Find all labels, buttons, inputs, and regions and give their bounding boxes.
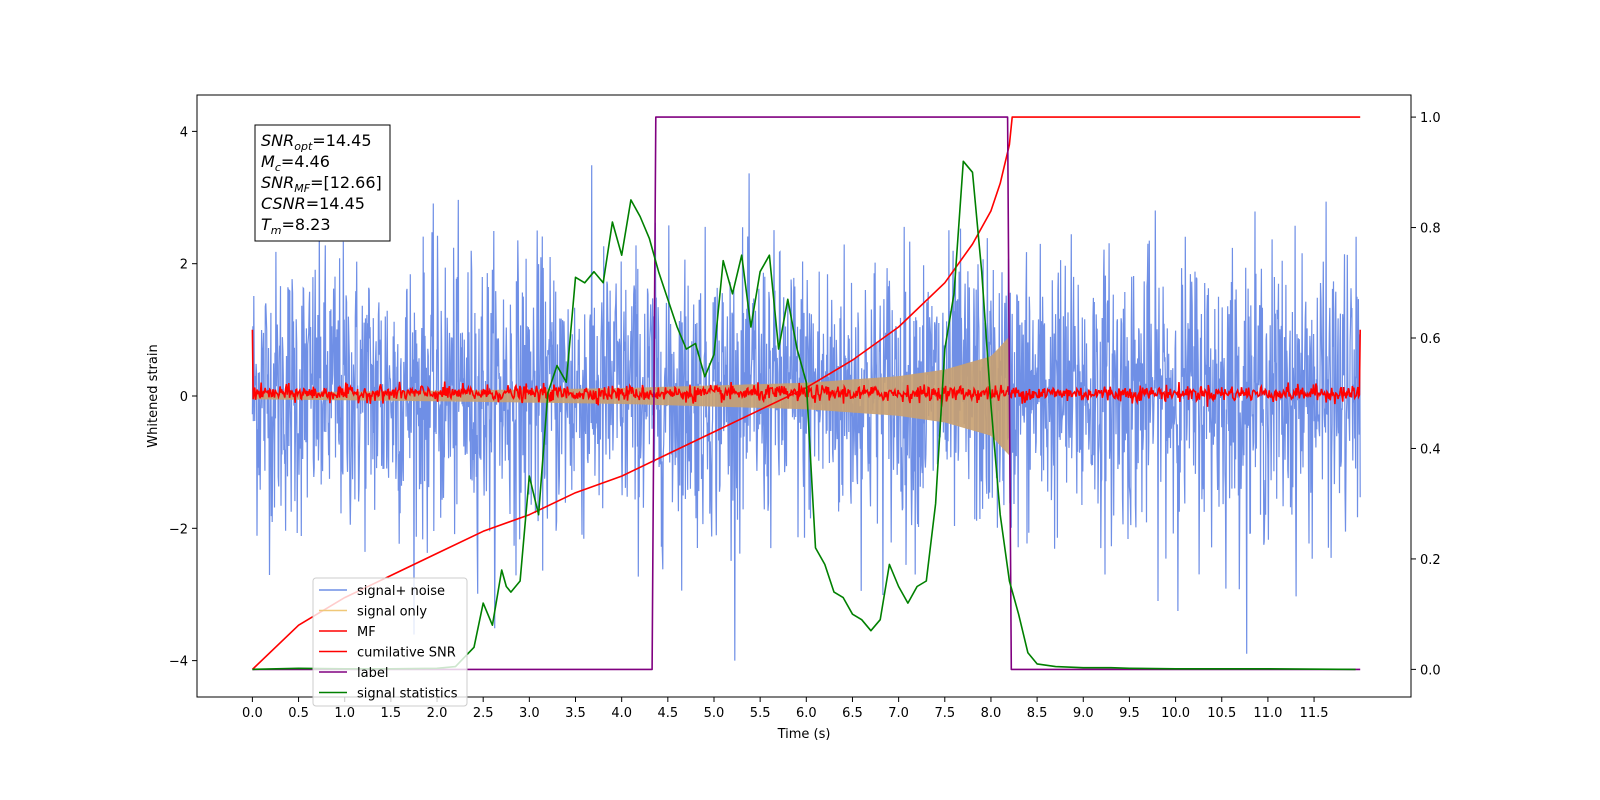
series-line-signal-statistics — [252, 160, 1356, 671]
x-tick-label: 10.0 — [1161, 706, 1190, 721]
x-tick-label: 11.0 — [1253, 706, 1282, 721]
annotation-line: SNRopt=14.45 — [261, 131, 372, 153]
x-tick-label: 5.5 — [750, 706, 771, 721]
x-tick-label: 4.5 — [657, 706, 678, 721]
x-axis: 0.0 0.5 1.0 1.5 2.0 2.5 3.0 3.5 4.0 4.5 5.0 5.5 6.0 6… — [242, 697, 1329, 721]
x-tick-label: 5.0 — [704, 706, 725, 721]
x-tick-label: 6.5 — [842, 706, 863, 721]
x-tick-label: 9.0 — [1073, 706, 1094, 721]
y-tick-label: −4 — [169, 655, 188, 670]
y-right-tick-label: 0.8 — [1420, 222, 1441, 237]
y-axis-right: 0.0 0.2 0.4 0.6 0.8 1.0 — [1411, 111, 1441, 678]
x-tick-label: 7.5 — [934, 706, 955, 721]
legend-entry: MF — [357, 625, 376, 640]
annotation-box: SNRopt=14.45Mc=4.46SNRMF=[12.66]CSNR=14.… — [254, 124, 391, 242]
legend-entry: signal+ noise — [357, 584, 445, 599]
x-tick-label: 0.0 — [242, 706, 263, 721]
y-right-tick-label: 0.0 — [1420, 663, 1441, 678]
y-right-tick-label: 0.2 — [1420, 553, 1441, 568]
series-line-label — [252, 116, 1361, 671]
x-tick-label: 1.0 — [334, 706, 355, 721]
y-axis-label: Whitened strain — [146, 344, 161, 447]
x-tick-label: 9.5 — [1119, 706, 1140, 721]
legend-entry: cumilative SNR — [357, 646, 456, 661]
x-tick-label: 6.0 — [796, 706, 817, 721]
x-tick-label: 8.5 — [1027, 706, 1048, 721]
x-tick-label: 8.0 — [981, 706, 1002, 721]
series-area-signal-only — [252, 336, 1010, 456]
y-right-tick-label: 1.0 — [1420, 111, 1441, 126]
series-layer — [251, 116, 1361, 671]
series-line-cumilative-snr — [251, 116, 1361, 670]
x-tick-label: 3.5 — [565, 706, 586, 721]
x-tick-label: 0.5 — [288, 706, 309, 721]
annotation-line: CSNR=14.45 — [261, 194, 365, 213]
y-tick-label: −2 — [169, 522, 188, 537]
x-tick-label: 11.5 — [1300, 706, 1329, 721]
annotation-line: Mc=4.46 — [261, 152, 330, 174]
x-tick-label: 2.5 — [473, 706, 494, 721]
legend: signal+ noise signal only MF cumilative SNR… — [312, 577, 468, 707]
y-tick-label: 2 — [180, 258, 188, 273]
y-tick-label: 4 — [180, 125, 188, 140]
legend-frame — [312, 577, 468, 707]
annotation-line: Tm=8.23 — [261, 215, 331, 237]
x-tick-label: 1.5 — [381, 706, 402, 721]
y-right-tick-label: 0.6 — [1420, 332, 1441, 347]
x-tick-label: 4.0 — [611, 706, 632, 721]
legend-entry: signal only — [357, 605, 427, 620]
legend-entry: signal statistics — [357, 687, 458, 702]
y-right-tick-label: 0.4 — [1420, 442, 1441, 457]
y-axis-left: −4 −2 0 2 4 — [169, 125, 197, 670]
x-axis-label: Time (s) — [777, 727, 831, 742]
x-tick-label: 2.0 — [427, 706, 448, 721]
x-tick-label: 7.0 — [888, 706, 909, 721]
x-tick-label: 3.0 — [519, 706, 540, 721]
legend-entry: label — [357, 666, 388, 681]
annotation-line: SNRMF=[12.66] — [261, 173, 382, 195]
y-tick-label: 0 — [180, 390, 188, 405]
x-tick-label: 10.5 — [1207, 706, 1236, 721]
annotation-box-frame — [254, 124, 391, 242]
